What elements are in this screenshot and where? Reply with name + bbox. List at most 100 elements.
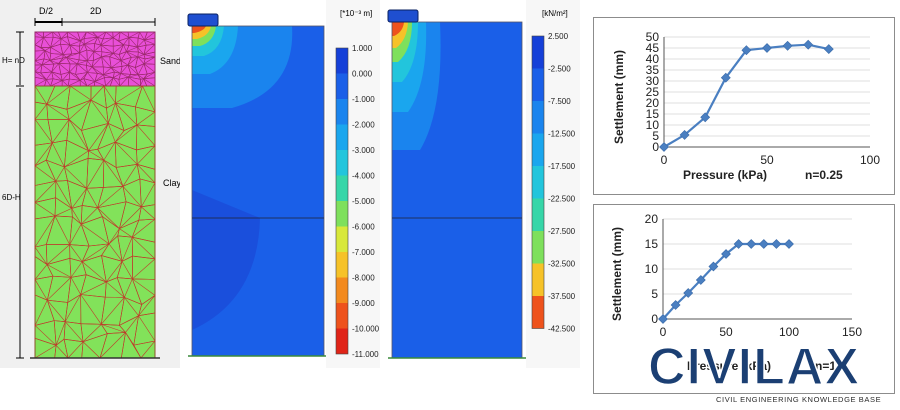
x-tick-label: 0: [661, 153, 668, 167]
legend-swatch: [336, 328, 348, 354]
legend-swatch: [336, 99, 348, 125]
stress-legend-unit: [kN/m²]: [542, 9, 568, 18]
legend-swatch: [336, 201, 348, 227]
chart-1-ylabel: Settlement (mm): [612, 50, 626, 144]
y-tick-label: 10: [645, 262, 659, 276]
data-point-marker: [659, 142, 669, 152]
y-tick-label: 40: [646, 52, 660, 66]
legend-level-label: -7.500: [548, 97, 571, 106]
legend-swatch: [336, 124, 348, 150]
y-tick-label: 15: [645, 237, 659, 251]
y-tick-label: 20: [645, 212, 659, 226]
x-tick-label: 50: [719, 325, 733, 339]
legend-swatch: [336, 303, 348, 329]
data-point-marker: [733, 239, 744, 249]
disp-legend-unit: [*10⁻³ m]: [340, 9, 372, 18]
legend-swatch: [336, 175, 348, 201]
chart-1-xlabel: Pressure (kPa): [683, 168, 767, 182]
y-tick-label: 5: [651, 287, 658, 301]
civilax-logo: CIVILAX CIVIL ENGINEERING KNOWLEDGE BASE: [647, 337, 881, 404]
legend-level-label: -10.000: [352, 325, 380, 334]
dim-depth-label: 6D-H: [2, 193, 21, 202]
displacement-contour: [*10⁻³ m] 1.000 0.000 -1.000 -2.000 -3.000 -4…: [180, 0, 380, 368]
brand-text: CIVILAX: [648, 338, 860, 396]
data-point-marker: [658, 314, 668, 324]
civilax-watermark: CIVILAX CIVIL ENGINEERING KNOWLEDGE BASE: [647, 332, 898, 405]
footing-block: [187, 13, 219, 27]
data-point-marker: [762, 43, 772, 53]
legend-level-label: -8.000: [352, 274, 375, 283]
disp-legend: 1.000 0.000 -1.000 -2.000 -3.000 -4.000 -5.000…: [335, 44, 380, 359]
settlement-chart-2-svg: 0 5 10 15 20 0 50 100 150 Pressure (kPa) n=1 Set…: [593, 204, 895, 394]
mesh-figure: D/2 2D H= nD 6D-H Sand Clay: [0, 0, 182, 368]
data-point-marker: [823, 44, 834, 55]
data-point-marker: [746, 239, 757, 249]
dim-layer-label: H= nD: [2, 56, 25, 65]
data-point-marker: [803, 39, 814, 50]
legend-level-label: -5.000: [352, 197, 375, 206]
y-tick-label: 5: [652, 129, 659, 143]
data-point-marker: [758, 239, 769, 249]
legend-level-label: -7.000: [352, 248, 375, 257]
data-point-marker: [700, 112, 711, 123]
displacement-contour-panel: [*10⁻³ m] 1.000 0.000 -1.000 -2.000 -3.000 -4…: [180, 0, 380, 368]
data-point-marker: [741, 45, 752, 56]
legend-level-label: -37.500: [548, 292, 576, 301]
chart-2-ylabel: Settlement (mm): [610, 227, 624, 321]
legend-level-label: -2.000: [352, 121, 375, 130]
data-point-marker: [695, 275, 706, 285]
settlement-chart-2: 0 5 10 15 20 0 50 100 150 Pressure (kPa) n=1 Set…: [593, 204, 895, 394]
x-tick-label: 100: [779, 325, 799, 339]
legend-level-label: -12.500: [548, 130, 576, 139]
dim-width-label: 2D: [90, 6, 102, 16]
x-tick-label: 0: [660, 325, 667, 339]
y-tick-label: 50: [646, 30, 660, 44]
legend-level-label: -2.500: [548, 65, 571, 74]
settlement-chart-1: 0 5 10 15 20 25 30 35 40 45 50 0 50 100 Pressure (kPa…: [593, 17, 895, 195]
data-point-marker: [679, 129, 690, 140]
legend-swatch: [532, 133, 544, 166]
data-point-marker: [670, 300, 681, 310]
legend-level-label: -9.000: [352, 299, 375, 308]
legend-level-label: -3.000: [352, 146, 375, 155]
legend-level-label: -22.500: [548, 195, 576, 204]
legend-level-label: -27.500: [548, 227, 576, 236]
data-point-marker: [720, 72, 731, 83]
data-point-marker: [782, 40, 793, 51]
legend-level-label: -4.000: [352, 172, 375, 181]
legend-swatch: [532, 296, 544, 329]
chart-2-annotation: n=1: [815, 359, 836, 373]
legend-swatch: [336, 73, 348, 99]
y-tick-label: 45: [646, 41, 660, 55]
legend-swatch: [336, 226, 348, 252]
x-tick-label: 50: [760, 153, 774, 167]
legend-level-label: -42.500: [548, 325, 576, 334]
legend-swatch: [532, 231, 544, 264]
clay-label: Clay: [163, 178, 180, 188]
data-point-marker: [784, 239, 794, 249]
y-tick-label: 35: [646, 63, 660, 77]
y-tick-label: 0: [651, 312, 658, 326]
legend-swatch: [532, 263, 544, 296]
legend-level-label: 1.000: [352, 44, 373, 53]
data-point-marker: [771, 239, 782, 249]
chart-2-xlabel: Pressure (kPa): [687, 359, 771, 373]
mesh-panel: D/2 2D H= nD 6D-H Sand Clay: [0, 0, 182, 368]
y-tick-label: 0: [652, 140, 659, 154]
legend-level-label: 0.000: [352, 70, 373, 79]
sand-label: Sand: [160, 56, 180, 66]
chart-1-annotation: n=0.25: [805, 168, 843, 182]
legend-level-label: 2.500: [548, 32, 569, 41]
legend-swatch: [336, 48, 348, 74]
legend-level-label: -1.000: [352, 95, 375, 104]
legend-swatch: [336, 277, 348, 303]
legend-level-label: -11.000: [352, 350, 379, 359]
legend-swatch: [336, 252, 348, 278]
legend-swatch: [532, 166, 544, 199]
legend-level-label: -17.500: [548, 162, 576, 171]
brand-tagline: CIVIL ENGINEERING KNOWLEDGE BASE: [716, 395, 881, 404]
legend-level-label: -6.000: [352, 223, 375, 232]
mesh-lines: [34, 31, 156, 359]
y-tick-label: 30: [646, 74, 660, 88]
